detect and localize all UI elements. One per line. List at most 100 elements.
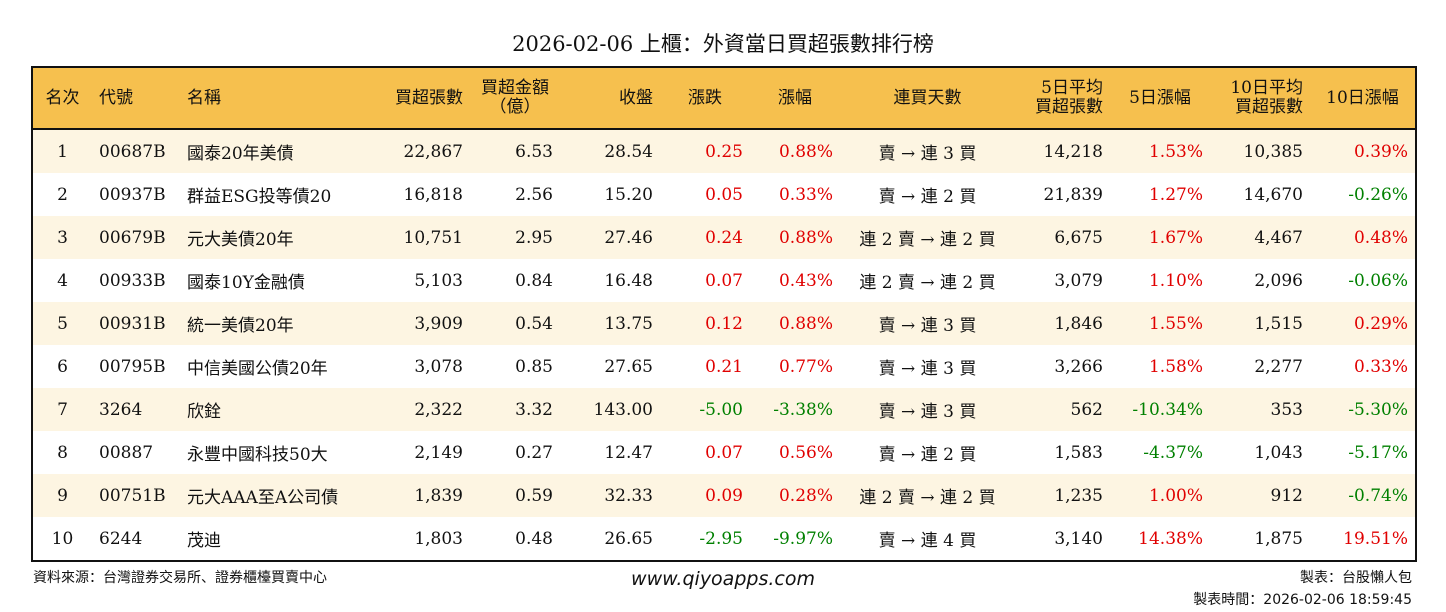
cell: 00795B (99, 356, 166, 377)
table-row: 5 00931B 統一美債20年 3,909 0.54 13.75 0.12 0.88% 賣 →… (32, 302, 1416, 345)
cell: 6244 (99, 528, 143, 549)
cell: 賣 → 連 3 買 (878, 359, 977, 379)
cell: 0.28% (750, 474, 840, 517)
cell: 0.84 (515, 270, 553, 291)
cell: 元大AAA至A公司債 (180, 474, 375, 517)
cell: 1 (32, 129, 92, 173)
cell: 4,467 (1210, 216, 1310, 259)
cell: 2,149 (414, 442, 463, 463)
page-title: 2026-02-06 上櫃：外資當日買超張數排行榜 (512, 32, 934, 56)
column-header: 買超金額 （億） (470, 67, 560, 130)
cell: 10 (51, 528, 74, 549)
website-link[interactable]: www.qiyoapps.com (631, 568, 815, 590)
cell: 6.53 (470, 129, 560, 173)
header-row: 名次 代號 名稱 買超張數 買超金額 （億） 收盤 漲跌 漲幅 連買天數 5日平均 買超張數 5日漲幅 1… (32, 67, 1416, 130)
column-header: 5日平均 買超張數 (1015, 67, 1110, 130)
cell: 0.59 (470, 474, 560, 517)
table-row: 3 00679B 元大美債20年 10,751 2.95 27.46 0.24 0.88% 連 … (32, 216, 1416, 259)
cell: 0.07 (705, 270, 743, 291)
cell: 0.48% (1310, 216, 1416, 259)
cell: 賣 → 連 2 買 (878, 187, 977, 207)
cell: 0.54 (470, 302, 560, 345)
cell: 1.58% (1148, 356, 1203, 377)
cell: 賣 → 連 3 買 (840, 388, 1015, 431)
cell: 中信美國公債20年 (187, 359, 328, 379)
cell: 00751B (92, 474, 180, 517)
column-header: 10日漲幅 (1310, 67, 1416, 130)
cell: 0.39% (1310, 129, 1416, 173)
cell: 0.09 (660, 474, 750, 517)
cell: 連 2 賣 → 連 2 買 (840, 216, 1015, 259)
cell: 12.47 (604, 442, 653, 463)
cell: 1.67% (1110, 216, 1210, 259)
table-row: 8 00887 永豐中國科技50大 2,149 0.27 12.47 0.07 0.56% 賣 … (32, 431, 1416, 474)
cell: -2.95 (699, 528, 743, 549)
cell: 00679B (92, 216, 180, 259)
cell: 14,218 (1015, 129, 1110, 173)
cell: 國泰20年美債 (180, 129, 375, 173)
cell: 00687B (92, 129, 180, 173)
cell: 3,266 (1054, 356, 1103, 377)
cell: 1,043 (1254, 442, 1303, 463)
cell: 3,079 (1054, 270, 1103, 291)
cell: 2.56 (515, 184, 553, 205)
data-source: 資料來源：台灣證券交易所、證券櫃檯買賣中心 (33, 570, 327, 586)
cell: 0.05 (705, 184, 743, 205)
cell: 永豐中國科技50大 (187, 445, 328, 465)
cell: 10,751 (375, 216, 470, 259)
cell: 0.88% (750, 302, 840, 345)
cell: 國泰10Y金融債 (187, 273, 305, 293)
cell: 1.00% (1110, 474, 1210, 517)
cell: 0.25 (660, 129, 750, 173)
table-row: 9 00751B 元大AAA至A公司債 1,839 0.59 32.33 0.09 0.28%… (32, 474, 1416, 517)
column-header: 5日漲幅 (1110, 67, 1210, 130)
cell: 3,078 (414, 356, 463, 377)
cell: 27.65 (604, 356, 653, 377)
column-header: 代號 (92, 67, 180, 130)
cell: 32.33 (560, 474, 660, 517)
table-row: 6 00795B 中信美國公債20年 3,078 0.85 27.65 0.21 0.77% 賣… (32, 345, 1416, 388)
column-header: 漲跌 (660, 67, 750, 130)
cell: 0.88% (750, 129, 840, 173)
cell: -0.26% (1348, 184, 1408, 205)
cell: 3264 (92, 388, 180, 431)
cell: 26.65 (604, 528, 653, 549)
cell: 0.07 (705, 442, 743, 463)
cell: 賣 → 連 3 買 (840, 129, 1015, 173)
column-header: 漲幅 (750, 67, 840, 130)
cell: 賣 → 連 3 買 (840, 302, 1015, 345)
table-row: 7 3264 欣銓 2,322 3.32 143.00 -5.00 -3.38% 賣 → 連 3… (32, 388, 1416, 431)
cell: 10,385 (1210, 129, 1310, 173)
cell: 00937B (99, 184, 166, 205)
cell: -3.38% (750, 388, 840, 431)
cell: 統一美債20年 (180, 302, 375, 345)
maker-label: 製表：台股懶人包 (1300, 570, 1412, 586)
cell: 0.21 (705, 356, 743, 377)
cell: -4.37% (1143, 442, 1203, 463)
cell: -5.30% (1310, 388, 1416, 431)
cell: 0.33% (1353, 356, 1408, 377)
cell: 0.85 (515, 356, 553, 377)
ranking-table: 名次 代號 名稱 買超張數 買超金額 （億） 收盤 漲跌 漲幅 連買天數 5日平均 買超張數 5日漲幅 1… (31, 66, 1417, 562)
cell: 2.95 (470, 216, 560, 259)
cell: 7 (32, 388, 92, 431)
cell: 00933B (99, 270, 166, 291)
cell: 1.53% (1110, 129, 1210, 173)
cell: -0.74% (1310, 474, 1416, 517)
table-row: 10 6244 茂迪 1,803 0.48 26.65 -2.95 -9.97% 賣 → 連 4… (32, 517, 1416, 561)
cell: -9.97% (773, 528, 833, 549)
cell: 9 (32, 474, 92, 517)
cell: 0.27 (515, 442, 553, 463)
cell: 562 (1015, 388, 1110, 431)
cell: 6,675 (1015, 216, 1110, 259)
cell: 1,235 (1015, 474, 1110, 517)
cell: 13.75 (560, 302, 660, 345)
cell: 2 (57, 184, 68, 205)
cell: 14.38% (1138, 528, 1203, 549)
cell: 22,867 (375, 129, 470, 173)
cell: 群益ESG投等債20 (187, 187, 332, 207)
cell: -5.00 (660, 388, 750, 431)
cell: 1,583 (1054, 442, 1103, 463)
cell: 2,277 (1254, 356, 1303, 377)
column-header: 買超張數 (375, 67, 470, 130)
